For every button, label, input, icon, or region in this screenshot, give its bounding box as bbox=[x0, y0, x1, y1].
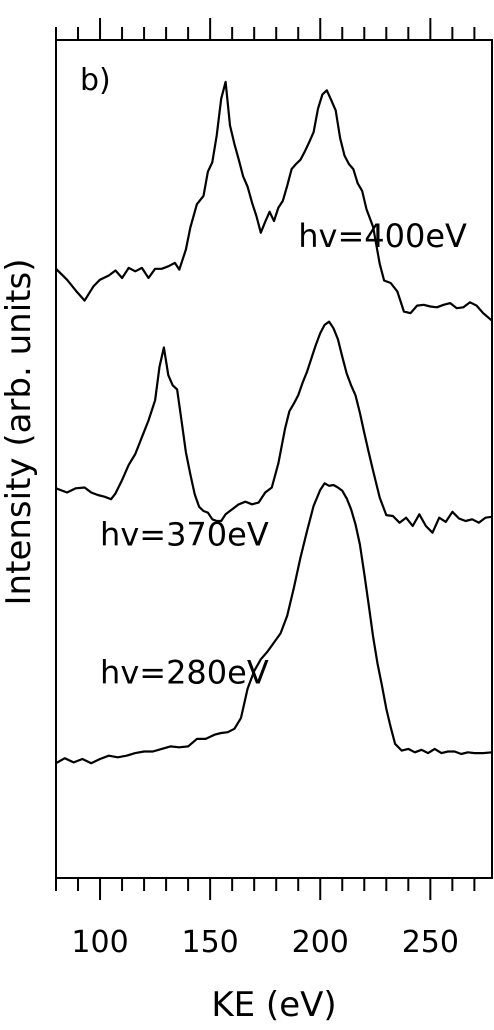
x-tick-label-250: 250 bbox=[402, 925, 459, 960]
series-label-1: hv=400eV bbox=[298, 217, 467, 255]
spectrum-line-3 bbox=[55, 482, 493, 765]
x-tick-labels: 100 150 200 250 bbox=[71, 925, 459, 960]
x-tick-label-200: 200 bbox=[292, 925, 349, 960]
series-label-2: hv=370eV bbox=[100, 515, 269, 553]
x-axis-title: KE (eV) bbox=[211, 985, 336, 1025]
spectrum-line-1 bbox=[55, 80, 493, 322]
spectrum-traces bbox=[55, 80, 493, 765]
panel-label: b) bbox=[80, 63, 111, 98]
y-axis-title: Intensity (arb. units) bbox=[0, 259, 39, 606]
series-labels: hv=400eV hv=370eV hv=280eV bbox=[100, 217, 467, 692]
tick-marks bbox=[55, 18, 476, 900]
x-tick-label-150: 150 bbox=[182, 925, 239, 960]
spectrum-line-2 bbox=[55, 320, 493, 534]
x-tick-label-100: 100 bbox=[71, 925, 128, 960]
series-label-3: hv=280eV bbox=[100, 654, 269, 692]
plot-frame bbox=[55, 39, 493, 879]
